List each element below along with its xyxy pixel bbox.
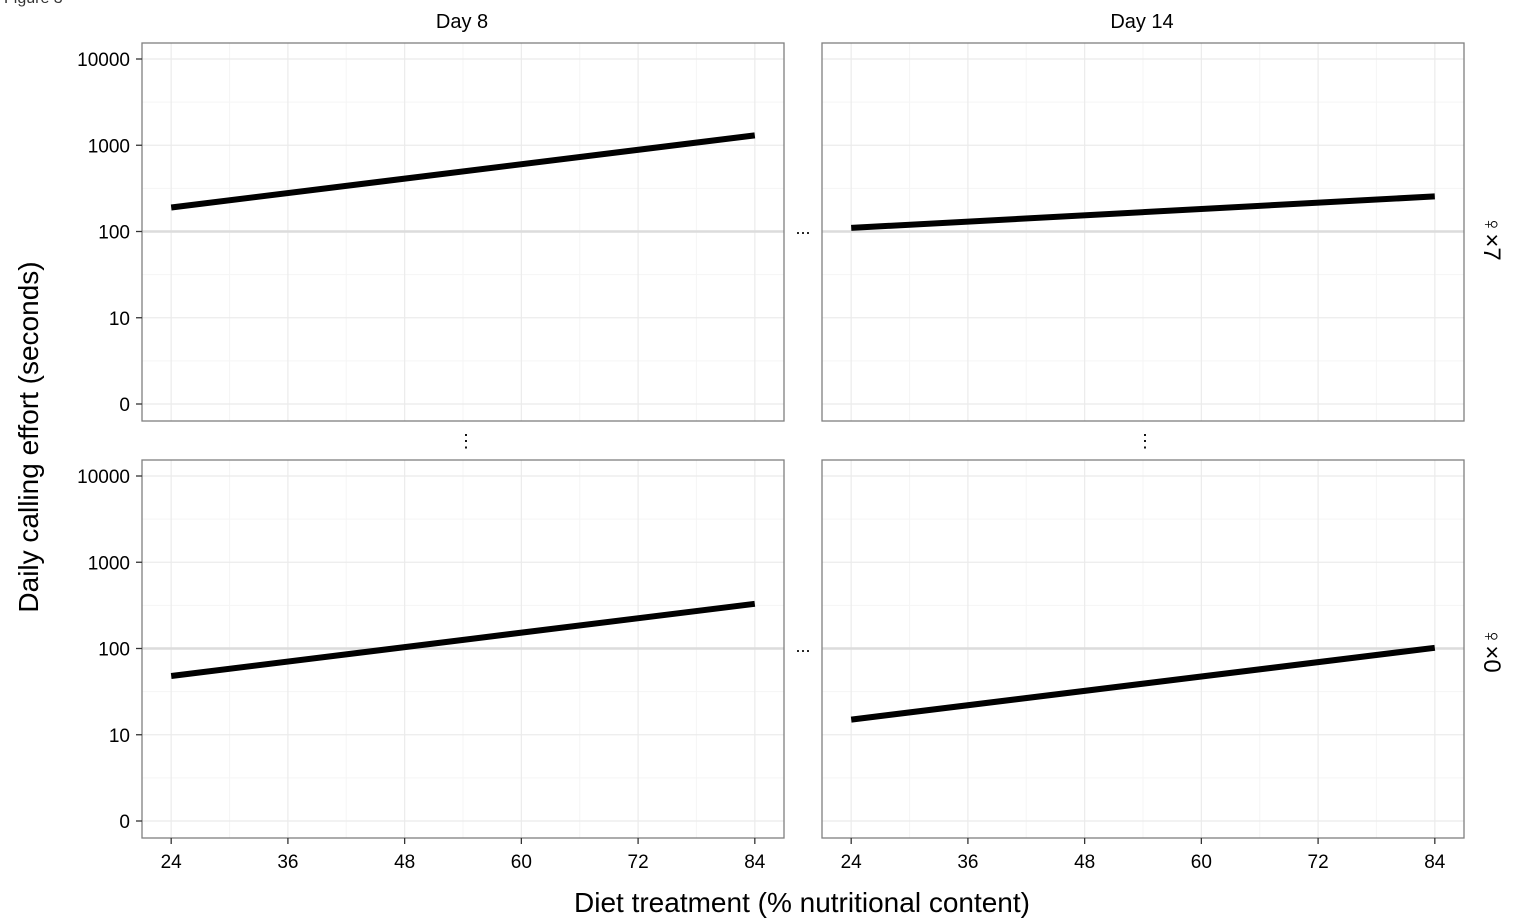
strip-label-day-14: Day 14 bbox=[1110, 11, 1173, 33]
x-tick-label: 60 bbox=[1191, 852, 1212, 873]
y-tick-label: 10000 bbox=[77, 50, 130, 71]
series-line bbox=[170, 600, 756, 679]
panel-3: 0 10 100 1000 10000 24 36 48 60 72 84 bbox=[77, 459, 785, 873]
x-tick-label: 24 bbox=[161, 852, 183, 873]
row-label-female-x0: ♀×0 bbox=[1478, 627, 1505, 672]
panel-gap-vertical-ellipsis: ⋮ bbox=[457, 431, 475, 451]
y-tick-label: 0 bbox=[119, 812, 130, 833]
figure-label: Figure 3 bbox=[4, 0, 63, 8]
panels-layer: 0 10 100 1000 10000 0 10 100 1000 10000 24 36 48 60 72… bbox=[77, 42, 1465, 873]
x-tick-label: 24 bbox=[841, 852, 863, 873]
y-tick-label: 10000 bbox=[77, 467, 130, 488]
x-tick-label: 60 bbox=[511, 852, 532, 873]
panel-2 bbox=[821, 42, 1465, 422]
panel-border bbox=[821, 42, 1465, 422]
y-tick-label: 1000 bbox=[88, 136, 130, 157]
panel-4: 24 36 48 60 72 84 bbox=[821, 459, 1465, 873]
x-tick-label: 72 bbox=[628, 852, 649, 873]
panel-border bbox=[821, 459, 1465, 839]
x-tick-label: 84 bbox=[1424, 852, 1446, 873]
x-tick-label: 36 bbox=[277, 852, 298, 873]
y-tick-label: 100 bbox=[98, 223, 130, 244]
x-tick-label: 84 bbox=[744, 852, 766, 873]
x-tick-label: 36 bbox=[957, 852, 978, 873]
y-axis-title: Daily calling effort (seconds) bbox=[13, 261, 44, 612]
strip-label-day-8: Day 8 bbox=[436, 11, 488, 33]
y-tick-label: 100 bbox=[98, 640, 130, 661]
series-line bbox=[850, 644, 1436, 723]
panel-gap-vertical-ellipsis: ⋮ bbox=[1136, 431, 1154, 451]
row-label-female-x7: ♀×7 bbox=[1478, 215, 1505, 260]
panel-gap-ellipsis: ... bbox=[795, 636, 810, 656]
x-tick-label: 48 bbox=[1074, 852, 1095, 873]
series-line bbox=[851, 193, 1435, 231]
x-tick-label: 72 bbox=[1308, 852, 1329, 873]
panel-1: 0 10 100 1000 10000 bbox=[77, 42, 785, 422]
y-tick-label: 10 bbox=[109, 309, 130, 330]
x-tick-label: 48 bbox=[394, 852, 415, 873]
series-line bbox=[170, 132, 756, 211]
panel-gap-ellipsis: ... bbox=[795, 218, 810, 238]
y-tick-label: 1000 bbox=[88, 553, 130, 574]
y-tick-label: 10 bbox=[109, 726, 130, 747]
x-axis-title: Diet treatment (% nutritional content) bbox=[574, 887, 1030, 918]
y-tick-label: 0 bbox=[119, 395, 130, 416]
